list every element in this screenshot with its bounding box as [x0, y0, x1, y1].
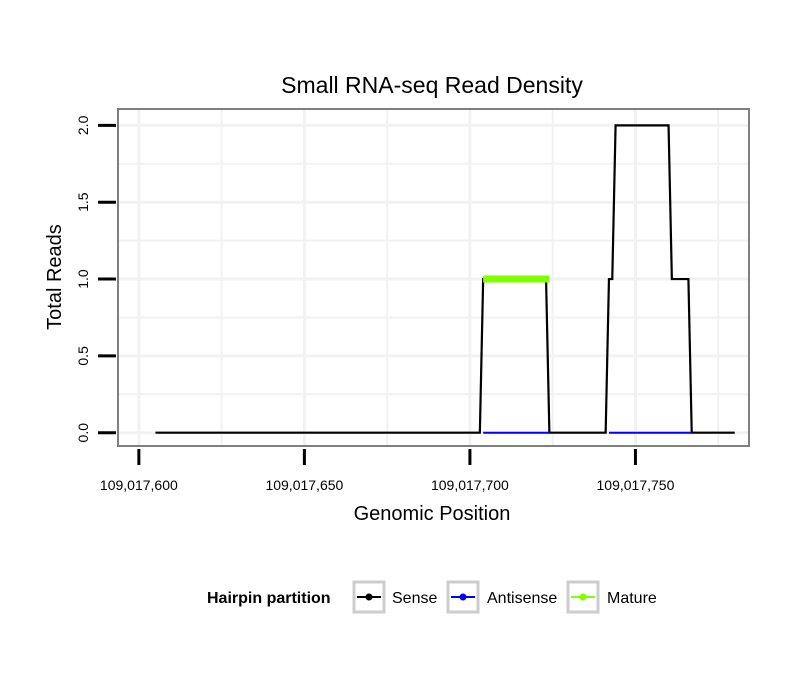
legend-key-sense — [352, 580, 386, 614]
legend-key-antisense — [446, 580, 480, 614]
legend-item-sense: Sense — [352, 580, 437, 614]
x-axis: 109,017,600 109,017,650 109,017,700 109,017… — [100, 449, 675, 493]
x-tick-label: 109,017,700 — [431, 477, 509, 493]
x-tick-label: 109,017,650 — [265, 477, 343, 493]
y-tick-label: 1.0 — [75, 269, 91, 289]
legend-title: Hairpin partition — [207, 590, 331, 607]
legend-label-sense: Sense — [392, 590, 437, 607]
legend: Hairpin partition Sense Antisense Mature — [207, 580, 657, 614]
x-tick-label: 109,017,750 — [597, 477, 675, 493]
legend-point-mature — [579, 593, 587, 601]
x-tick-label: 109,017,600 — [100, 477, 178, 493]
chart-title: Small RNA-seq Read Density — [281, 72, 583, 98]
y-tick-label: 1.5 — [75, 192, 91, 212]
data-lines — [155, 124, 735, 434]
y-tick-label: 0.5 — [75, 346, 91, 366]
legend-point-antisense — [459, 593, 467, 601]
grid — [119, 110, 748, 445]
legend-item-antisense: Antisense — [446, 580, 557, 614]
legend-key-mature — [566, 580, 600, 614]
x-axis-title: Genomic Position — [354, 503, 511, 525]
y-tick-label: 2.0 — [75, 115, 91, 135]
legend-item-mature: Mature — [566, 580, 657, 614]
plot-panel-border — [117, 108, 750, 447]
legend-point-sense — [365, 593, 373, 601]
y-axis: 0.0 0.5 1.0 1.5 2.0 — [75, 115, 116, 442]
legend-label-antisense: Antisense — [487, 590, 557, 607]
y-axis-title: Total Reads — [44, 224, 66, 330]
legend-label-mature: Mature — [607, 590, 657, 607]
y-tick-label: 0.0 — [75, 423, 91, 443]
